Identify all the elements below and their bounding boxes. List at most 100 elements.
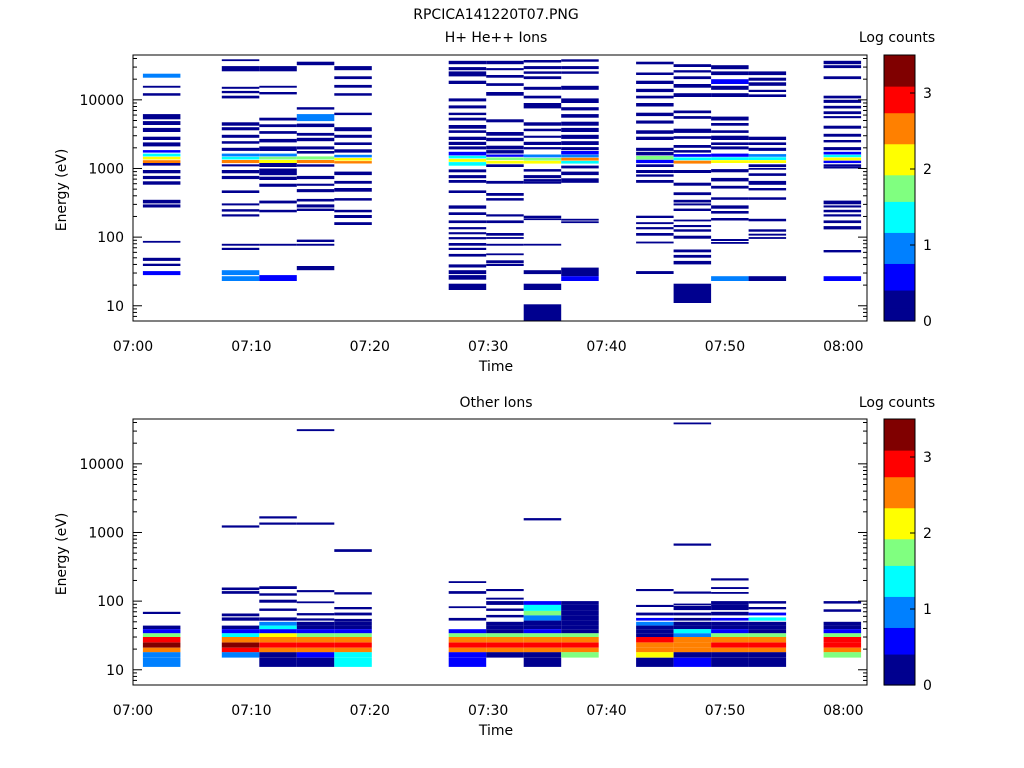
colorbar-swatch: [884, 183, 915, 189]
spectrogram-cell: [142, 127, 181, 132]
spectrogram-cell: [221, 59, 260, 62]
spectrogram-cell: [523, 633, 562, 637]
colorbar-swatch: [884, 463, 915, 469]
spectrogram-cell: [448, 60, 487, 65]
spectrogram-cell: [673, 64, 712, 67]
spectrogram-cell: [221, 642, 260, 648]
colorbar-swatch: [884, 165, 915, 171]
x-tick-label: 07:40: [586, 703, 626, 719]
spectrogram-cell: [748, 180, 787, 185]
colorbar-swatch: [884, 622, 915, 628]
spectrogram-cell: [142, 271, 181, 276]
spectrogram-cell: [448, 190, 487, 193]
spectrogram-cell: [561, 620, 599, 626]
spectrogram-cell: [486, 220, 524, 224]
spectrogram-cell: [448, 657, 487, 667]
x-tick-label: 07:30: [468, 339, 508, 355]
colorbar-swatch: [884, 86, 915, 92]
colorbar-swatch: [884, 245, 915, 251]
spectrogram-cell: [711, 85, 749, 90]
colorbar-swatch: [884, 565, 915, 571]
colorbar-swatch: [884, 108, 915, 114]
spectrogram-cell: [748, 276, 787, 281]
spectrogram-cell: [448, 125, 487, 129]
colorbar-swatch: [884, 258, 915, 264]
spectrogram-cell: [561, 604, 599, 611]
spectrogram-cell: [448, 633, 487, 637]
spectrogram-cell: [334, 592, 372, 595]
y-tick-label: 100: [97, 594, 124, 610]
spectrogram-cell: [448, 98, 487, 102]
x-axis-label-h-he-ions: Time: [478, 359, 513, 375]
spectrogram-cell: [142, 642, 181, 648]
colorbar-swatch: [884, 121, 915, 127]
colorbar-swatch: [884, 481, 915, 487]
spectrogram-cell: [486, 625, 524, 630]
colorbar-swatch: [884, 627, 915, 633]
spectrogram-cell: [296, 123, 335, 128]
spectrogram-cell: [296, 652, 335, 658]
colorbar-swatch: [884, 90, 915, 96]
spectrogram-cell: [711, 633, 749, 637]
colorbar-swatch: [884, 139, 915, 145]
spectrogram-cell: [561, 59, 599, 62]
colorbar-swatch: [884, 569, 915, 575]
x-tick-label: 07:30: [468, 703, 508, 719]
spectrogram-cell: [823, 154, 862, 158]
spectrogram-cell: [334, 633, 372, 637]
spectrogram-cell: [334, 215, 372, 218]
spectrogram-cell: [823, 276, 862, 281]
colorbar-swatch: [884, 55, 915, 61]
spectrogram-cell: [486, 260, 524, 263]
spectrogram-cell: [823, 160, 862, 164]
spectrogram-cell: [221, 629, 260, 634]
spectrogram-cell: [448, 591, 487, 594]
spectrogram-cell: [636, 88, 674, 93]
colorbar-swatch: [884, 454, 915, 460]
spectrogram-cell: [334, 134, 372, 138]
spectrogram-cell: [296, 107, 335, 110]
spectrogram-cell: [296, 160, 335, 164]
spectrogram-cell: [448, 162, 487, 166]
spectrogram-cell: [486, 629, 524, 634]
colorbar-swatch: [884, 254, 915, 260]
colorbar-swatch: [884, 662, 915, 668]
spectrogram-cell: [823, 105, 862, 109]
colorbar-swatch: [884, 618, 915, 624]
spectrogram-cell: [523, 615, 562, 621]
spectrogram-cell: [673, 637, 712, 643]
spectrogram-cell: [523, 215, 562, 218]
spectrogram-cell: [673, 110, 712, 114]
spectrogram-cell: [823, 250, 862, 253]
spectrogram-cell: [823, 111, 862, 115]
y-tick-label: 1000: [88, 525, 124, 541]
colorbar-swatch: [884, 609, 915, 615]
spectrogram-cell: [748, 167, 787, 170]
spectrogram-cell: [823, 601, 862, 604]
colorbar-swatch: [884, 450, 915, 456]
colorbar-h-he-ions: 0 1 2 3: [883, 54, 932, 330]
spectrogram-cell: [221, 86, 260, 89]
y-axis-label-h-he-ions: Energy (eV): [54, 149, 70, 232]
spectrogram-cell: [711, 169, 749, 173]
spectrogram-cell: [334, 642, 372, 648]
spectrogram-cell: [448, 275, 487, 280]
spectrogram-cell: [823, 133, 862, 137]
spectrogram-cell: [142, 629, 181, 634]
spectrogram-cell: [823, 99, 862, 103]
colorbar-swatch: [884, 614, 915, 620]
spectrogram-cell: [561, 171, 599, 176]
spectrogram-cell: [259, 642, 297, 648]
colorbar-tick-label: 3: [923, 450, 932, 466]
spectrogram-cell: [259, 522, 297, 525]
colorbar-tick-label: 1: [923, 238, 932, 254]
spectrogram-cell: [486, 92, 524, 96]
spectrogram-cell: [334, 180, 372, 184]
spectrogram-cell: [711, 177, 749, 182]
spectrogram-cell: [673, 182, 712, 186]
colorbar-swatch: [884, 503, 915, 509]
spectrogram-cell: [259, 66, 297, 72]
colorbar-swatch: [884, 436, 915, 442]
spectrogram-cell: [486, 160, 524, 164]
spectrogram-cell: [523, 652, 562, 658]
